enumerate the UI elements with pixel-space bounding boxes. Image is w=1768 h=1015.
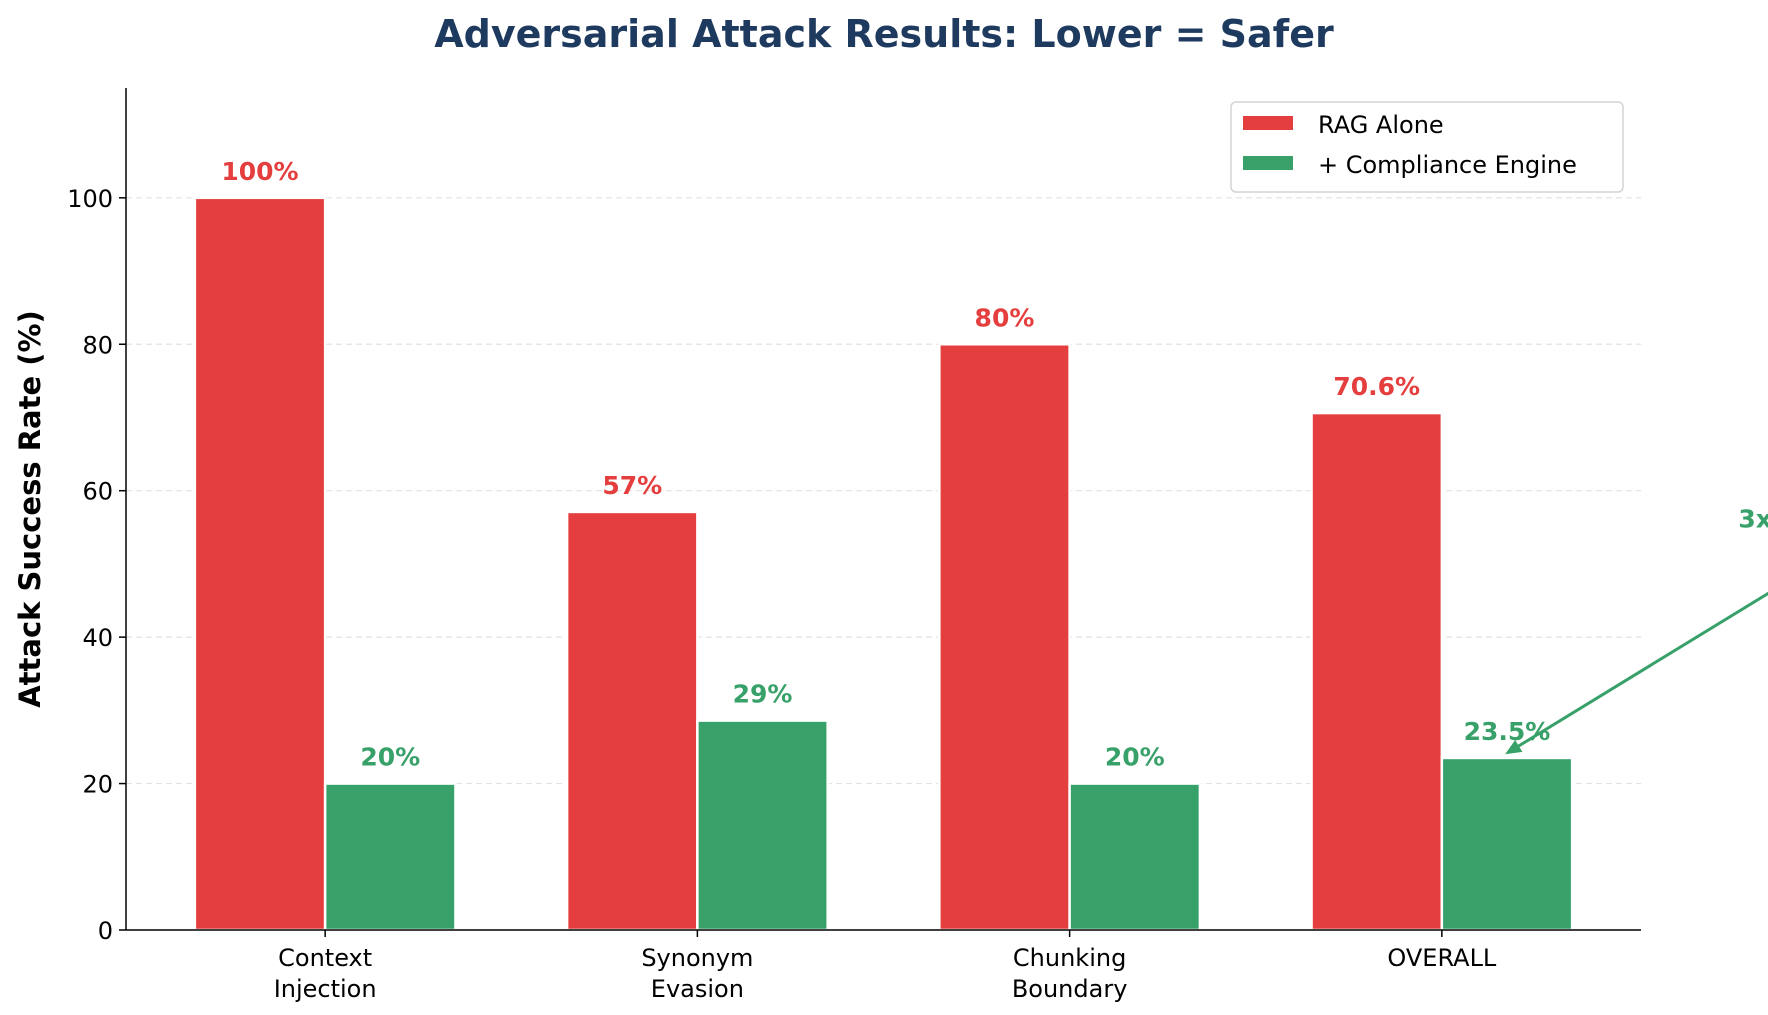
bar bbox=[565, 510, 699, 932]
y-axis-label: Attack Success Rate (%) bbox=[13, 310, 47, 708]
y-tick-label: 60 bbox=[82, 478, 113, 506]
x-tick-label: Context bbox=[278, 944, 372, 972]
value-labels: 100% 57% 80% 70.6% 20% 29% 20% 23.5% bbox=[221, 157, 1550, 772]
bar-value-label: 80% bbox=[975, 303, 1035, 332]
bar bbox=[938, 343, 1071, 932]
bar-value-label: 29% bbox=[733, 680, 793, 709]
bar bbox=[323, 782, 457, 932]
legend-box bbox=[1230, 101, 1624, 193]
y-tick-label: 20 bbox=[82, 771, 113, 799]
x-tick-label: Evasion bbox=[651, 975, 744, 1003]
bar bbox=[193, 196, 327, 932]
legend-swatch-rag-alone bbox=[1243, 116, 1293, 130]
legend: RAG Alone + Compliance Engine bbox=[1230, 101, 1624, 193]
bar-value-label: 57% bbox=[602, 471, 662, 500]
x-tick-label: Boundary bbox=[1012, 975, 1128, 1003]
bar-value-label: 20% bbox=[360, 743, 420, 772]
bar bbox=[1068, 782, 1202, 932]
bar bbox=[1440, 756, 1574, 932]
legend-label-compliance-engine: + Compliance Engine bbox=[1318, 151, 1577, 179]
annotation-arrow-head bbox=[1505, 739, 1523, 755]
bar-value-label: 100% bbox=[221, 157, 298, 186]
bar bbox=[696, 719, 829, 932]
x-tick-label: Synonym bbox=[641, 944, 753, 972]
x-tick-label: Injection bbox=[274, 975, 377, 1003]
x-tick-label: Chunking bbox=[1013, 944, 1126, 972]
y-tick-label: 0 bbox=[98, 917, 113, 945]
chart-title: Adversarial Attack Results: Lower = Safe… bbox=[434, 12, 1334, 56]
x-tick-label: OVERALL bbox=[1387, 944, 1497, 972]
bar-value-label: 70.6% bbox=[1333, 372, 1420, 401]
annotation-text: 3x safer bbox=[1738, 504, 1768, 533]
legend-swatch-compliance-engine bbox=[1243, 156, 1293, 170]
bar-value-label: 23.5% bbox=[1464, 717, 1551, 746]
bars bbox=[193, 196, 1574, 932]
bar bbox=[1310, 411, 1444, 932]
axes: 0 20 40 60 80 100 Context Injection Synonym Evasi… bbox=[67, 88, 1641, 1003]
annotation-arrow bbox=[1511, 591, 1768, 752]
y-tick-label: 80 bbox=[82, 331, 113, 359]
y-tick-label: 40 bbox=[82, 624, 113, 652]
annotation: 3x safer bbox=[1505, 504, 1768, 755]
y-tick-label: 100 bbox=[67, 185, 113, 213]
legend-label-rag-alone: RAG Alone bbox=[1318, 111, 1444, 139]
bar-value-label: 20% bbox=[1105, 743, 1165, 772]
